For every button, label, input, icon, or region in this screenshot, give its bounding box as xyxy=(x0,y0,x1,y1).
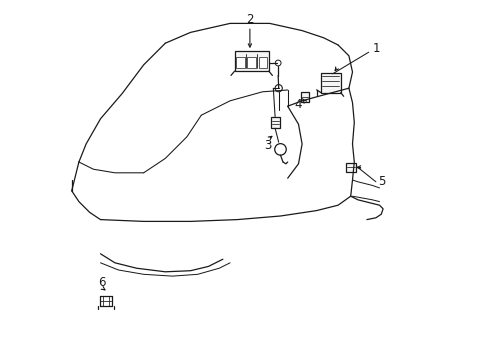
Bar xyxy=(345,163,355,172)
Text: 6: 6 xyxy=(99,276,106,289)
Text: 1: 1 xyxy=(371,42,379,55)
Bar xyxy=(234,51,268,71)
Bar xyxy=(270,117,279,128)
Bar xyxy=(258,57,267,68)
Bar xyxy=(320,73,340,93)
Bar xyxy=(301,92,308,102)
Bar xyxy=(247,57,255,68)
Text: 2: 2 xyxy=(245,13,253,26)
Text: 3: 3 xyxy=(264,139,271,152)
Text: 4: 4 xyxy=(293,98,301,111)
Bar xyxy=(236,57,244,68)
Circle shape xyxy=(275,85,282,92)
Text: 5: 5 xyxy=(377,175,384,188)
Circle shape xyxy=(275,60,281,66)
